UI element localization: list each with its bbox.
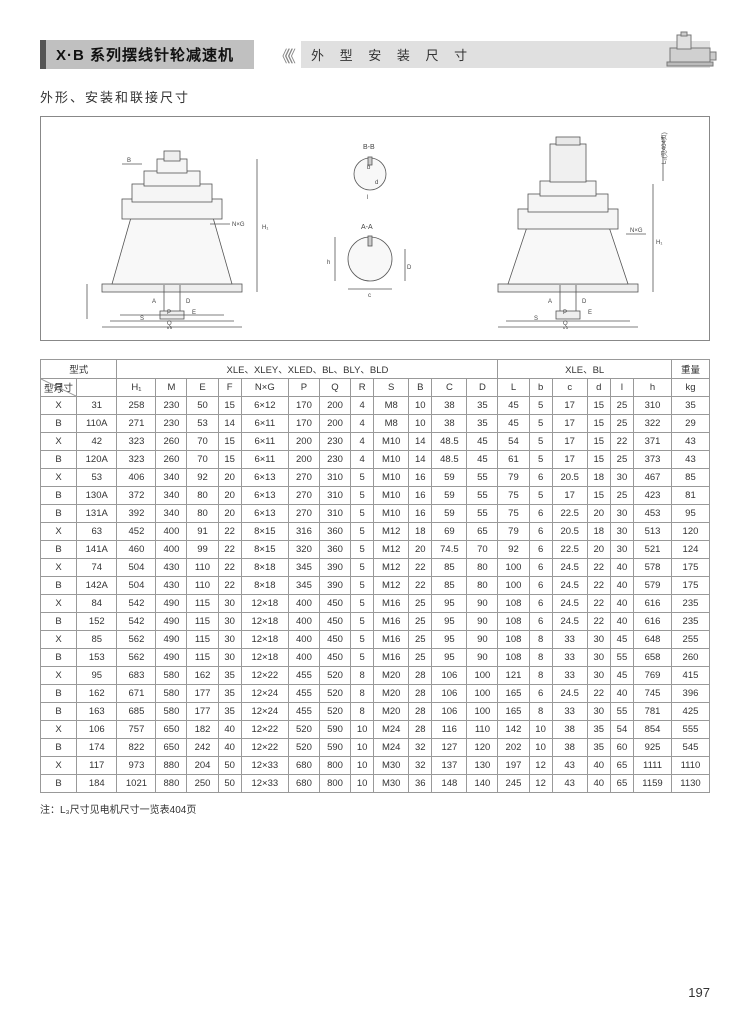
page-title: X·B 系列摆线针轮减速机 <box>40 40 254 69</box>
section-label: 外形、安装和联接尺寸 <box>40 87 710 106</box>
technical-diagram: B N×G H₁ A D E P S Q M B-B A-A b <box>40 116 710 341</box>
svg-text:B-B: B-B <box>363 144 375 151</box>
th-weight: 重量 <box>671 360 709 379</box>
table-row: B1748226502424012×2252059010M24321271202… <box>41 739 710 757</box>
svg-text:M: M <box>563 328 568 329</box>
svg-text:H₁: H₁ <box>262 225 268 231</box>
table-row: B142A504430110228×183453905M122285801006… <box>41 577 710 595</box>
page-number: 197 <box>688 985 710 1000</box>
th-size-model: 尺寸 型号 <box>41 379 77 397</box>
table-row: X5340634092206×132703105M1016595579620.5… <box>41 469 710 487</box>
svg-text:D: D <box>407 265 412 271</box>
table-row: X6345240091228×153163605M1218696579620.5… <box>41 523 710 541</box>
svg-text:P: P <box>563 310 567 316</box>
table-row: B1525424901153012×184004505M162595901086… <box>41 613 710 631</box>
svg-text:S: S <box>140 316 144 322</box>
svg-text:Q: Q <box>563 321 568 327</box>
th-group1: XLE、XLEY、XLED、BL、BLY、BLD <box>117 360 498 379</box>
svg-text:d: d <box>375 180 378 186</box>
svg-text:D: D <box>186 299 191 305</box>
svg-text:L₃(见404页): L₃(见404页) <box>661 132 668 164</box>
table-row: B120A32326070156×112002304M101448.545615… <box>41 451 710 469</box>
footnote: 注：L₃尺寸见电机尺寸一览表404页 <box>40 801 710 816</box>
table-row: X1067576501824012×2252059010M24281161101… <box>41 721 710 739</box>
header-row: X·B 系列摆线针轮减速机 《《《 外 型 安 装 尺 寸 <box>40 40 710 69</box>
svg-text:h: h <box>327 260 330 266</box>
table-row: B1535624901153012×184004505M162595901088… <box>41 649 710 667</box>
table-row: X4232326070156×112002304M101448.54554517… <box>41 433 710 451</box>
table-row: X3125823050156×121702004M810383545517152… <box>41 397 710 415</box>
svg-text:D: D <box>582 299 587 305</box>
table-row: B18410218802505012×3368080010M3036148140… <box>41 775 710 793</box>
svg-text:N×G: N×G <box>232 222 245 228</box>
svg-text:E: E <box>192 310 196 316</box>
svg-text:H₁: H₁ <box>656 240 662 246</box>
subtitle-wrap: 《《《 外 型 安 装 尺 寸 <box>274 41 710 68</box>
table-row: B141A46040099228×153203605M122074.570926… <box>41 541 710 559</box>
svg-text:M: M <box>167 327 172 329</box>
svg-text:B: B <box>127 158 131 164</box>
table-row: B1626715801773512×244555208M202810610016… <box>41 685 710 703</box>
svg-text:N×G: N×G <box>630 228 643 234</box>
th-weight-unit: kg <box>671 379 709 397</box>
th-type: 型式 <box>41 360 117 379</box>
table-row: X855624901153012×184004505M1625959010883… <box>41 631 710 649</box>
table-row: B130A37234080206×132703105M1016595575517… <box>41 487 710 505</box>
svg-text:A: A <box>152 299 156 305</box>
table-row: X845424901153012×184004505M1625959010862… <box>41 595 710 613</box>
table-row: B131A39234080206×132703105M1016595575622… <box>41 505 710 523</box>
svg-text:S: S <box>534 316 538 322</box>
chevron-left-icon: 《《《 <box>274 43 291 67</box>
svg-text:c: c <box>368 293 371 299</box>
svg-text:A-A: A-A <box>361 224 373 231</box>
page-subtitle: 外 型 安 装 尺 寸 <box>301 41 710 68</box>
svg-text:l: l <box>367 195 368 201</box>
svg-text:P: P <box>167 310 171 316</box>
table-row: X956835801623512×224555208M2028106100121… <box>41 667 710 685</box>
svg-text:A: A <box>548 299 552 305</box>
table-row: X1179738802045012×3368080010M30321371301… <box>41 757 710 775</box>
table-row: X74504430110228×183453905M12228580100624… <box>41 559 710 577</box>
table-row: B1636855801773512×244555208M202810610016… <box>41 703 710 721</box>
motor-icon <box>665 30 720 70</box>
dimension-table: 型式 XLE、XLEY、XLED、BL、BLY、BLD XLE、BL 重量 尺寸… <box>40 359 710 793</box>
table-row: B110A27123053146×111702004M8103835455171… <box>41 415 710 433</box>
svg-text:E: E <box>588 310 592 316</box>
th-group2: XLE、BL <box>498 360 672 379</box>
